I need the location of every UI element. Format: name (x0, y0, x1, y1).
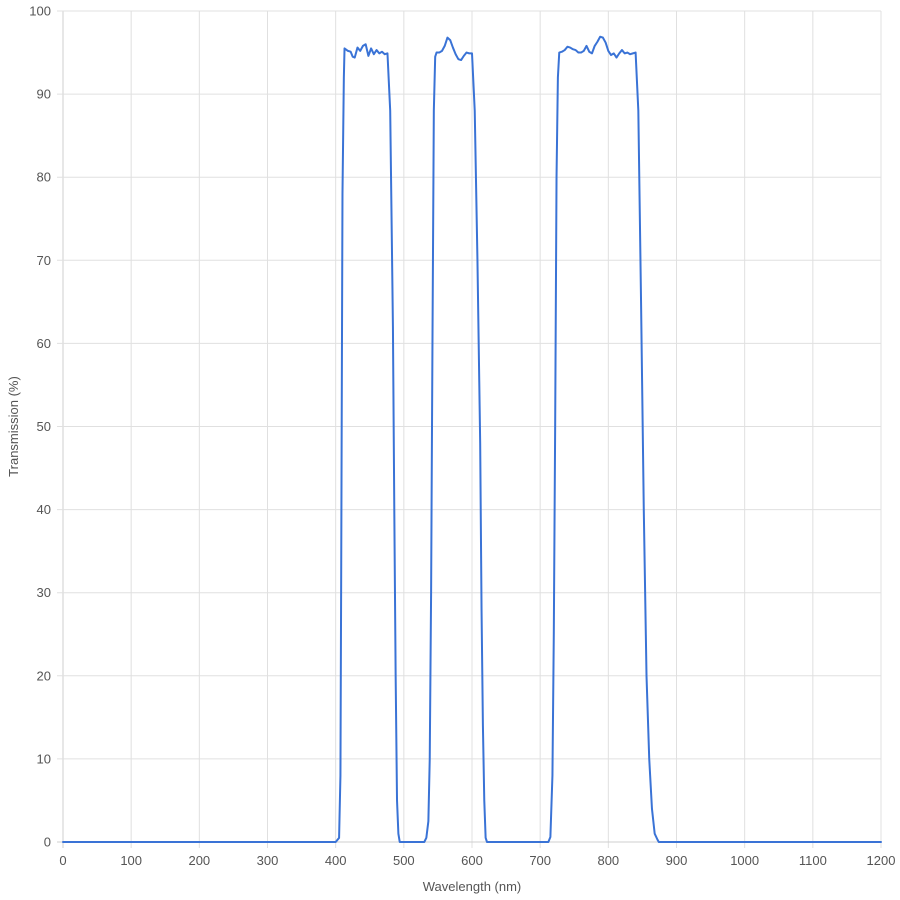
y-tick-label: 80 (37, 170, 51, 185)
x-tick-label: 900 (666, 853, 688, 868)
x-tick-label: 100 (120, 853, 142, 868)
x-tick-label: 500 (393, 853, 415, 868)
y-tick-label: 20 (37, 668, 51, 683)
x-tick-label: 400 (325, 853, 347, 868)
x-axis-ticks: 0 100 200 300 400 500 600 700 800 900 1000 1100 1200 (59, 853, 895, 868)
y-tick-label: 10 (37, 751, 51, 766)
y-tick-label: 40 (37, 502, 51, 517)
y-axis-ticks: 0 10 20 30 40 50 60 70 80 90 100 (29, 4, 51, 850)
x-tick-label: 800 (597, 853, 619, 868)
transmission-series-line (62, 35, 882, 843)
x-tick-label: 300 (257, 853, 279, 868)
x-tick-label: 600 (461, 853, 483, 868)
y-tick-label: 30 (37, 585, 51, 600)
y-tick-label: 70 (37, 253, 51, 268)
y-tick-label: 50 (37, 419, 51, 434)
horizontal-grid (57, 10, 881, 843)
y-tick-label: 100 (29, 4, 51, 19)
x-tick-label: 0 (59, 853, 66, 868)
y-axis-title: Transmission (%) (6, 376, 21, 477)
series-layer (62, 35, 882, 843)
x-tick-label: 700 (529, 853, 551, 868)
x-tick-label: 1000 (730, 853, 759, 868)
vertical-grid (62, 11, 882, 848)
y-tick-label: 0 (44, 835, 51, 850)
y-tick-label: 60 (37, 336, 51, 351)
x-tick-label: 1200 (867, 853, 896, 868)
x-axis-title: Wavelength (nm) (423, 879, 522, 894)
x-tick-label: 200 (188, 853, 210, 868)
x-tick-label: 1100 (799, 853, 827, 868)
y-tick-label: 90 (37, 87, 51, 102)
